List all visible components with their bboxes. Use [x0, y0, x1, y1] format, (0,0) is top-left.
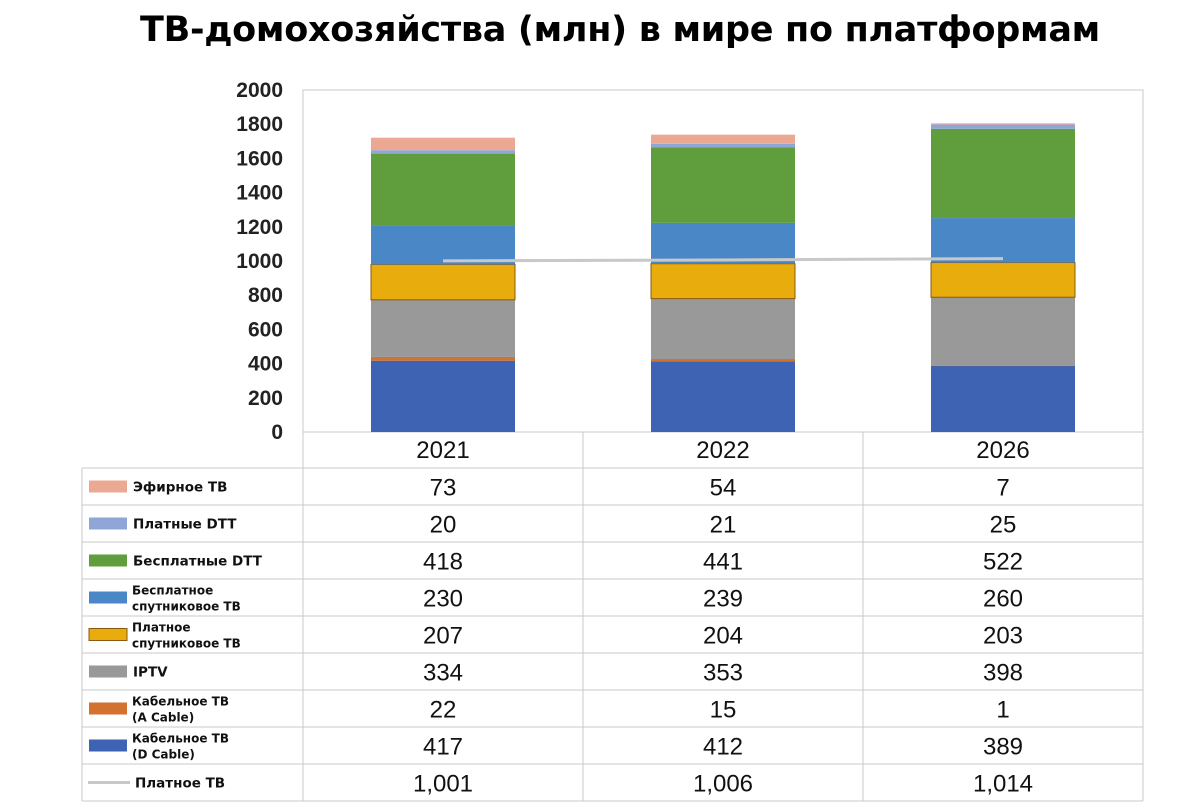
- bar-segment: [651, 361, 795, 432]
- data-label: 230: [423, 586, 463, 613]
- data-label: 1: [996, 697, 1009, 724]
- legend-label: Бесплатные DTT: [133, 554, 263, 570]
- y-tick-label: 1800: [236, 113, 283, 136]
- bar-segment: [371, 137, 515, 151]
- data-label: 260: [983, 586, 1023, 613]
- bar-segment: [370, 263, 516, 301]
- bar-segment: [931, 297, 1075, 366]
- data-label: 22: [430, 697, 457, 724]
- bar-segment: [931, 218, 1075, 263]
- legend-swatch: [89, 702, 127, 715]
- data-label: 207: [423, 623, 463, 650]
- bar-segment: [651, 143, 795, 148]
- legend-label: Кабельное ТВ: [132, 695, 229, 709]
- data-label: 334: [423, 660, 463, 687]
- bar-segment: [931, 365, 1075, 432]
- data-label: 1,014: [973, 771, 1033, 798]
- legend-label: IPTV: [133, 665, 168, 681]
- legend-label: (A Cable): [132, 711, 194, 725]
- data-label: 21: [710, 512, 737, 539]
- legend-swatch: [89, 591, 127, 604]
- data-label: 417: [423, 734, 463, 761]
- data-label: 441: [703, 549, 743, 576]
- bar-segment: [651, 358, 795, 362]
- y-tick-label: 2000: [236, 79, 283, 102]
- data-label: 20: [430, 512, 457, 539]
- data-label: 1,006: [693, 771, 753, 798]
- bar-segment: [651, 298, 795, 359]
- legend-label: Платные DTT: [133, 517, 237, 533]
- bar-segment: [371, 356, 515, 361]
- y-tick-label: 1200: [236, 216, 283, 239]
- y-tick-label: 1000: [236, 250, 283, 273]
- data-label: 389: [983, 734, 1023, 761]
- data-label: 73: [430, 475, 457, 502]
- data-label: 1,001: [413, 771, 473, 798]
- y-tick-label: 1600: [236, 147, 283, 170]
- y-tick-label: 0: [271, 421, 283, 444]
- bar-segment: [371, 153, 515, 226]
- line-series-pay-tv: [442, 257, 1004, 263]
- legend-swatch: [89, 665, 127, 678]
- x-category-label: 2022: [696, 437, 749, 464]
- data-label: 25: [990, 512, 1017, 539]
- legend-swatch: [88, 628, 128, 641]
- data-label: 418: [423, 549, 463, 576]
- y-tick-label: 800: [248, 284, 283, 307]
- data-label: 412: [703, 734, 743, 761]
- bar-segment: [651, 222, 795, 264]
- bar-segment: [931, 123, 1075, 125]
- data-label: 203: [983, 623, 1023, 650]
- data-label: 204: [703, 623, 743, 650]
- bar-segment: [931, 365, 1075, 367]
- legend-label: Бесплатное: [132, 584, 213, 598]
- bar-segment: [650, 263, 796, 300]
- data-label: 522: [983, 549, 1023, 576]
- bar-segment: [371, 360, 515, 432]
- chart-title: ТВ-домохозяйства (млн) в мире по платфор…: [140, 10, 1100, 50]
- bar-segment: [930, 262, 1076, 298]
- legend-label: Эфирное ТВ: [133, 480, 227, 496]
- x-category-label: 2026: [976, 437, 1029, 464]
- data-label: 15: [710, 697, 737, 724]
- bar-segment: [651, 134, 795, 144]
- legend-label: Платное ТВ: [135, 776, 225, 792]
- y-tick-label: 600: [248, 318, 283, 341]
- bar-segment: [931, 124, 1075, 129]
- bar-segment: [371, 225, 515, 265]
- legend-label: спутниковое ТВ: [132, 637, 241, 651]
- bar-segment: [371, 299, 515, 357]
- data-label: 54: [710, 475, 737, 502]
- y-tick-label: 1400: [236, 182, 283, 205]
- bar-segment: [931, 128, 1075, 219]
- x-category-label: 2021: [416, 437, 469, 464]
- data-label: 7: [996, 475, 1009, 502]
- legend-swatch: [89, 517, 127, 530]
- bar-segment: [651, 147, 795, 223]
- data-label: 398: [983, 660, 1023, 687]
- y-tick-label: 400: [248, 353, 283, 376]
- data-label: 239: [703, 586, 743, 613]
- bar-segment: [371, 150, 515, 154]
- legend-label: (D Cable): [132, 748, 195, 762]
- y-tick-label: 200: [248, 387, 283, 410]
- legend-label: Платное: [132, 621, 191, 635]
- data-label: 353: [703, 660, 743, 687]
- legend-swatch: [89, 480, 127, 493]
- legend-label: спутниковое ТВ: [132, 600, 241, 614]
- legend-label: Кабельное ТВ: [132, 732, 229, 746]
- legend-swatch: [89, 739, 127, 752]
- legend-swatch: [89, 554, 127, 567]
